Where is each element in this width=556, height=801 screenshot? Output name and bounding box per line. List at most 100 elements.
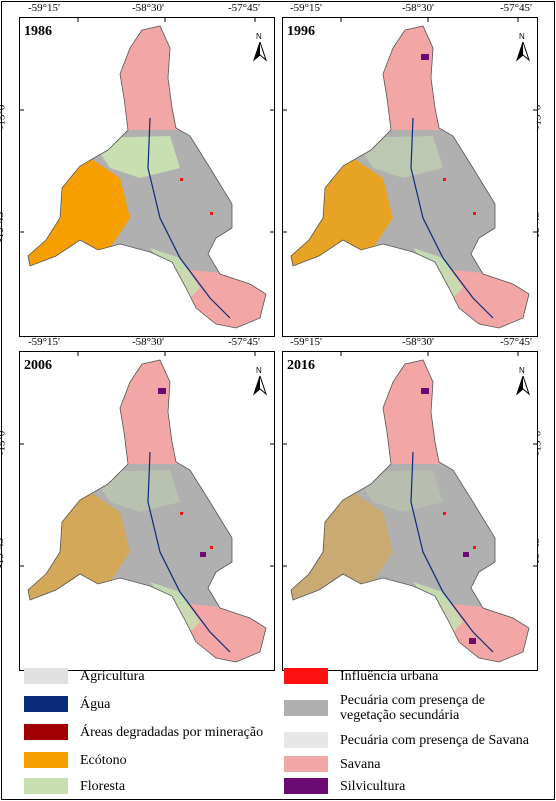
- map-2006: [20, 352, 274, 663]
- legend-item: Pecuária com presença de vegetação secun…: [284, 692, 485, 724]
- map-1986: [20, 18, 274, 329]
- landcover-savana: [28, 360, 266, 464]
- landcover-savana: [291, 26, 529, 130]
- landcover-urbana: [473, 212, 476, 215]
- landcover-silvicultura: [421, 388, 429, 394]
- legend-swatch-urbana: [284, 668, 328, 684]
- legend-label: Áreas degradadas por mineração: [80, 724, 264, 740]
- lon-tick: -59°15': [28, 2, 61, 14]
- river-line: [147, 117, 231, 319]
- landcover-ecotono: [291, 158, 393, 268]
- landcover-urbana: [443, 178, 446, 181]
- map-legend: Agricultura Água Áreas degradadas por mi…: [18, 664, 548, 796]
- legend-swatch-silvicultura: [284, 778, 328, 794]
- legend-swatch-pecuaria-savana: [284, 732, 328, 748]
- lat-tick: -15°45': [0, 209, 7, 243]
- landcover-savana: [291, 360, 529, 464]
- lon-tick: -57°45': [228, 336, 261, 348]
- landcover-urbana: [180, 178, 183, 181]
- legend-label: Influência urbana: [340, 668, 439, 684]
- legend-label: Pecuária com presença de vegetação secun…: [340, 693, 485, 723]
- legend-item: Áreas degradadas por mineração: [24, 722, 263, 742]
- legend-swatch-agua: [24, 696, 68, 712]
- lat-tick: -15°0': [0, 102, 8, 130]
- panel-year: 1996: [287, 24, 315, 39]
- legend-swatch-mineracao: [24, 724, 68, 740]
- panel-year: 1986: [24, 24, 52, 39]
- lon-tick: -58°30': [402, 2, 435, 14]
- legend-label-line: vegetação secundária: [340, 708, 460, 723]
- lon-tick: -59°15': [290, 336, 323, 348]
- landcover-floresta: [90, 136, 180, 178]
- legend-item: Água: [24, 694, 110, 714]
- legend-swatch-ecotono: [24, 752, 68, 768]
- basin-outline: [290, 359, 530, 663]
- north-label: N: [519, 366, 525, 375]
- legend-item: Ecótono: [24, 750, 127, 770]
- lon-tick: -58°30': [132, 2, 165, 14]
- legend-item: Agricultura: [24, 666, 145, 686]
- lon-tick: -57°45': [228, 2, 261, 14]
- legend-item: Pecuária com presença de Savana: [284, 730, 529, 750]
- legend-label: Agricultura: [80, 668, 145, 684]
- legend-label: Pecuária com presença de Savana: [340, 732, 529, 748]
- river-line: [147, 451, 231, 653]
- map-panel-2006: 2006 N: [19, 351, 275, 671]
- basin-outline: [27, 359, 267, 663]
- lat-tick: -15°0': [0, 428, 8, 456]
- panel-year: 2016: [287, 358, 315, 373]
- legend-item: Influência urbana: [284, 666, 438, 686]
- map-panel-2016: 2016 N: [282, 351, 538, 671]
- lon-tick: -59°15': [28, 336, 61, 348]
- north-label: N: [256, 366, 262, 375]
- landcover-urbana: [443, 512, 446, 515]
- landcover-urbana: [210, 212, 213, 215]
- legend-swatch-agricultura: [24, 668, 68, 684]
- legend-swatch-pecuaria-vegetacao: [284, 700, 328, 716]
- landcover-urbana: [210, 546, 213, 549]
- map-2016: [283, 352, 537, 663]
- legend-label-line: Pecuária com presença de: [340, 693, 485, 708]
- landcover-silvicultura: [463, 552, 469, 557]
- legend-swatch-savana: [284, 756, 328, 772]
- landcover-silvicultura: [469, 638, 476, 644]
- north-arrow-icon: N: [252, 32, 268, 62]
- lon-tick: -59°15': [290, 2, 323, 14]
- legend-label: Água: [80, 696, 111, 712]
- landcover-urbana: [180, 512, 183, 515]
- landcover-ecotono: [28, 492, 130, 602]
- legend-item: Savana: [284, 754, 380, 774]
- river-line: [410, 451, 494, 653]
- landcover-silvicultura: [421, 54, 429, 60]
- lon-tick: -57°45': [500, 336, 533, 348]
- legend-swatch-floresta: [24, 778, 68, 794]
- legend-label: Silvicultura: [340, 778, 406, 794]
- landcover-silvicultura: [158, 388, 166, 394]
- landcover-silvicultura: [200, 552, 206, 557]
- lon-tick: -57°45': [500, 2, 533, 14]
- north-label: N: [519, 32, 525, 41]
- landcover-ecotono: [28, 158, 130, 268]
- legend-label: Floresta: [80, 778, 126, 794]
- panel-year: 2006: [24, 358, 52, 373]
- map-panel-1986: 1986 N: [19, 17, 275, 337]
- lat-tick: -15°45': [0, 535, 7, 569]
- legend-label: Savana: [340, 756, 381, 772]
- north-arrow-icon: N: [515, 366, 531, 396]
- river-line: [410, 117, 494, 319]
- map-1996: [283, 18, 537, 329]
- landcover-savana: [28, 26, 266, 130]
- basin-outline: [290, 25, 530, 329]
- landcover-ecotono: [291, 492, 393, 602]
- basin-outline: [27, 25, 267, 329]
- lon-tick: -58°30': [402, 336, 435, 348]
- lon-tick: -58°30': [132, 336, 165, 348]
- north-arrow-icon: N: [252, 366, 268, 396]
- legend-item: Floresta: [24, 776, 125, 796]
- legend-label: Ecótono: [80, 752, 127, 768]
- north-label: N: [256, 32, 262, 41]
- legend-item: Silvicultura: [284, 776, 405, 796]
- landcover-floresta: [353, 136, 443, 178]
- landcover-urbana: [473, 546, 476, 549]
